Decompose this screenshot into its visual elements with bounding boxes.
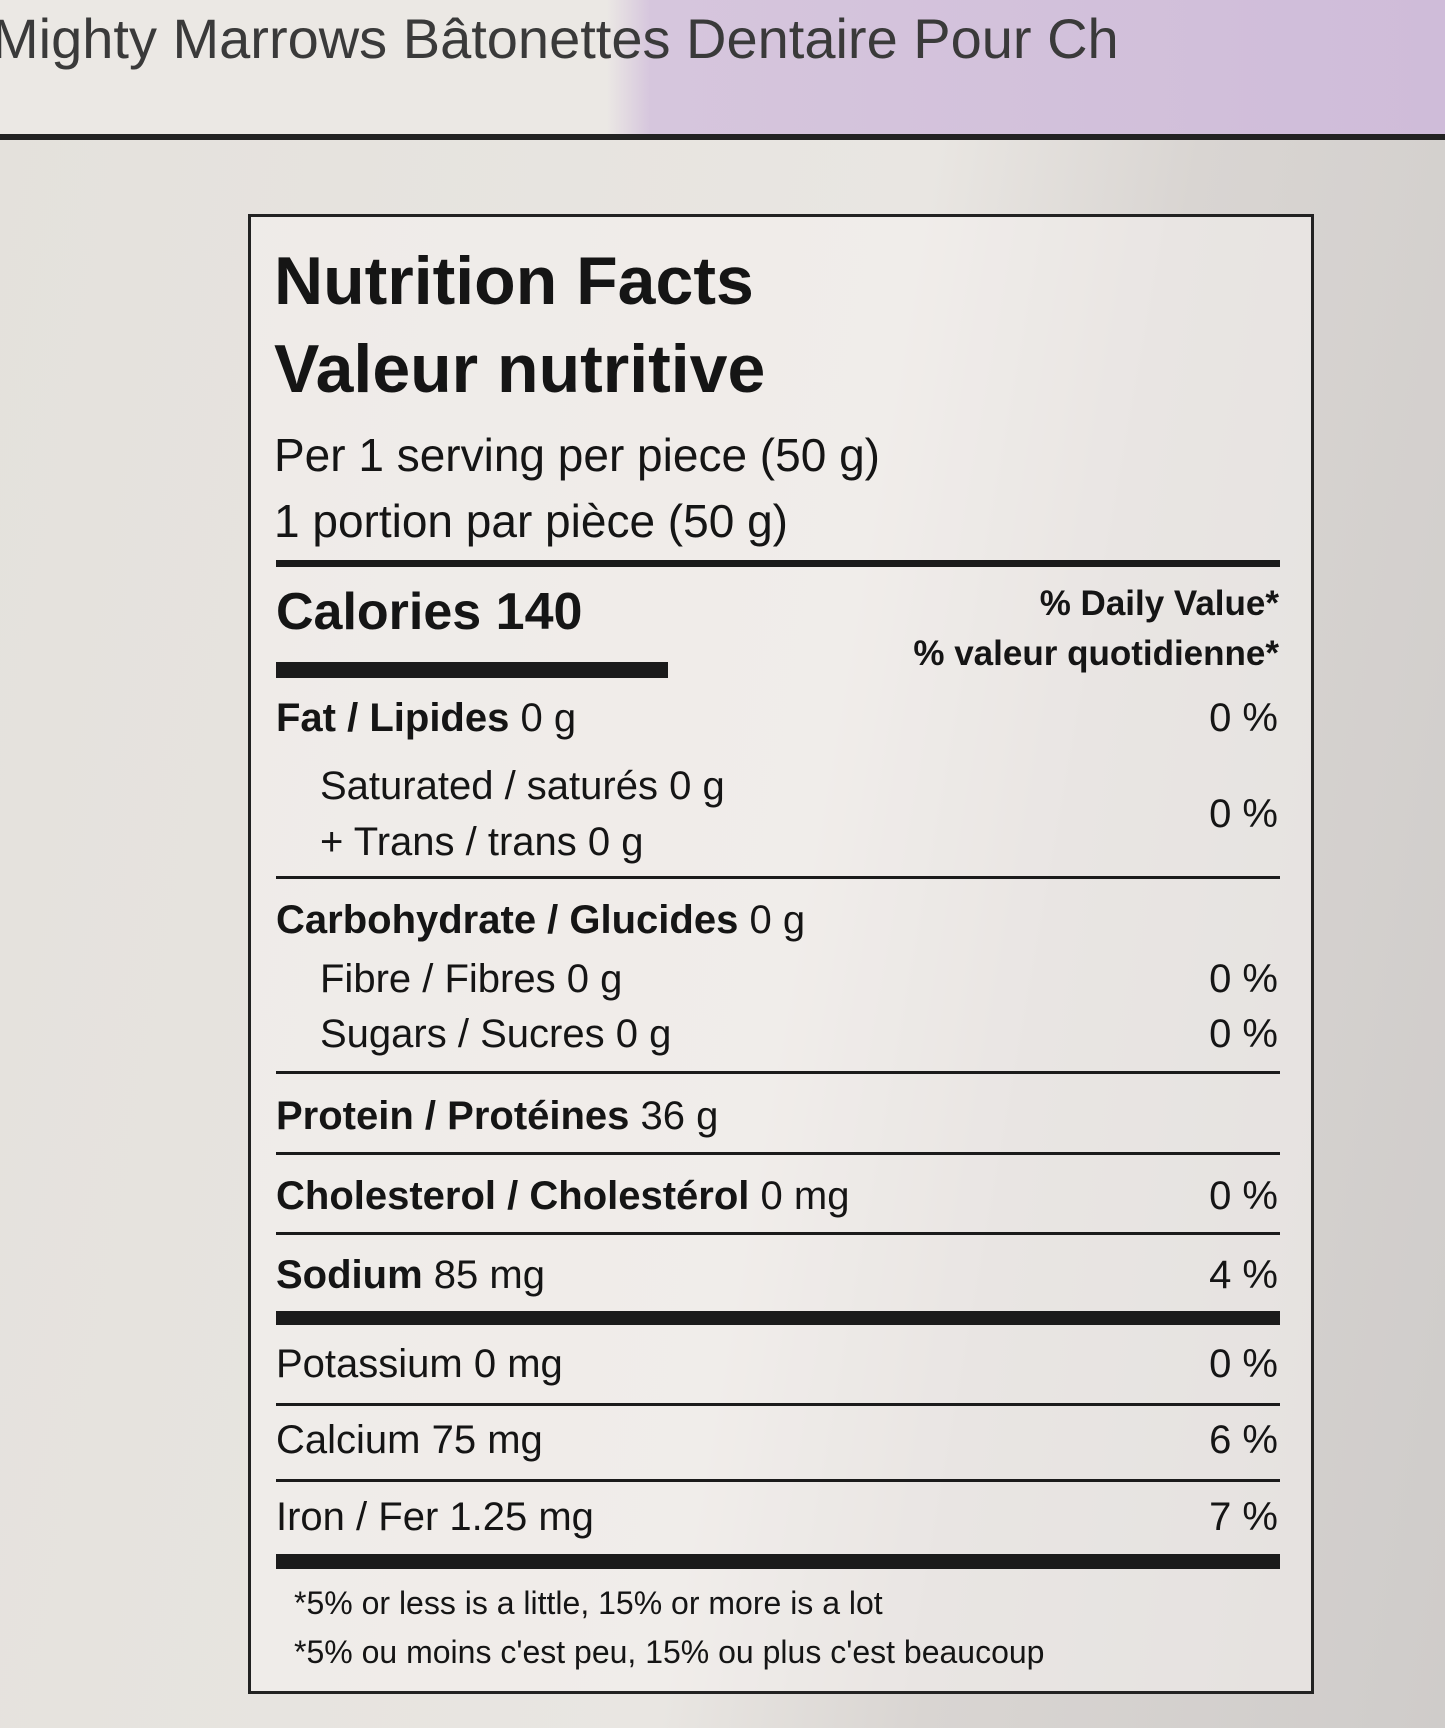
nutrient-amount: 0 mg <box>760 1174 850 1218</box>
nutrient-row: Cholesterol / Cholestérol 0 mg 0 % <box>276 1174 1278 1219</box>
nutrient-label: + Trans / trans <box>320 820 577 864</box>
footnote: *5% ou moins c'est peu, 15% ou plus c'es… <box>294 1634 1045 1670</box>
nutrient-name: Protein / Protéines 36 g <box>276 1094 718 1139</box>
title-en: Nutrition Facts <box>274 243 754 319</box>
nutrient-amount: 0 g <box>566 957 623 1001</box>
nutrient-row: Fat / Lipides 0 g 0 % <box>276 696 1278 741</box>
calories: Calories 140 <box>276 582 582 642</box>
nutrient-name: Iron / Fer 1.25 mg <box>276 1495 594 1540</box>
nutrient-amount: 0 g <box>749 898 806 942</box>
nutrient-label: Sugars / Sucres <box>320 1012 605 1056</box>
nutrient-label: Protein / Protéines <box>276 1094 630 1138</box>
calories-label: Calories <box>276 583 482 641</box>
header-band <box>0 0 1445 136</box>
product-title: Mighty Marrows Bâtonettes Dentaire Pour … <box>0 7 1119 70</box>
nutrient-amount: 1.25 mg <box>449 1495 594 1539</box>
nutrient-name: Cholesterol / Cholestérol 0 mg <box>276 1174 849 1219</box>
daily-value: 0 % <box>1209 1342 1278 1386</box>
nutrient-amount: 0 g <box>520 696 577 740</box>
rule <box>276 1071 1280 1074</box>
nutrient-name: Fibre / Fibres 0 g <box>276 957 622 1002</box>
serving: Per 1 serving per piece (50 g) <box>274 429 880 481</box>
nutrient-name: Carbohydrate / Glucides 0 g <box>276 898 805 943</box>
nutrient-amount: 0 g <box>615 1012 672 1056</box>
nutrient-row: Iron / Fer 1.25 mg 7 % <box>276 1495 1278 1540</box>
title-fr: Valeur nutritive <box>274 331 766 407</box>
nutrient-row: Calcium 75 mg 6 % <box>276 1418 1278 1463</box>
daily-value: 6 % <box>1209 1418 1278 1462</box>
sub-nutrient: Saturated / saturés 0 g <box>276 758 725 814</box>
nutrient-row: Fibre / Fibres 0 g 0 % <box>276 957 1278 1002</box>
nutrient-row: Sodium 85 mg 4 % <box>276 1253 1278 1298</box>
daily-value: 0 % <box>1209 1174 1278 1218</box>
rule <box>276 1232 1280 1235</box>
rule <box>276 1479 1280 1482</box>
nutrient-name: Calcium 75 mg <box>276 1418 543 1463</box>
dv-header: % valeur quotidienne* <box>913 634 1279 673</box>
rule <box>276 876 1280 879</box>
rule <box>276 1554 1280 1569</box>
calories-value: 140 <box>495 583 583 641</box>
nutrient-label: Cholesterol / Cholestérol <box>276 1174 750 1218</box>
nutrient-amount: 0 mg <box>473 1342 563 1386</box>
rule <box>276 1311 1280 1325</box>
footnote: *5% or less is a little, 15% or more is … <box>294 1585 883 1621</box>
nutrient-row: Protein / Protéines 36 g <box>276 1094 1278 1139</box>
nutrient-label: Fat / Lipides <box>276 696 510 740</box>
rule <box>276 1152 1280 1155</box>
daily-value: 0 % <box>1209 791 1278 836</box>
nutrient-label: Carbohydrate / Glucides <box>276 898 739 942</box>
nutrient-name: Sodium 85 mg <box>276 1253 545 1298</box>
nutrient-label: Potassium <box>276 1342 463 1386</box>
nutrient-amount: 75 mg <box>431 1418 543 1462</box>
nutrient-label: Calcium <box>276 1418 421 1462</box>
nutrient-amount: 36 g <box>640 1094 719 1138</box>
sub-nutrient: + Trans / trans 0 g <box>276 814 725 870</box>
nutrient-name: Saturated / saturés 0 g + Trans / trans 0… <box>276 758 725 870</box>
nutrient-label: Fibre / Fibres <box>320 957 556 1001</box>
nutrient-label: Sodium <box>276 1253 423 1297</box>
rule <box>276 662 668 678</box>
rule <box>276 1403 1280 1406</box>
rule <box>276 560 1280 567</box>
daily-value: 0 % <box>1209 1012 1278 1056</box>
nutrient-name: Fat / Lipides 0 g <box>276 696 576 741</box>
nutrient-row: Carbohydrate / Glucides 0 g <box>276 898 1278 943</box>
nutrient-name: Sugars / Sucres 0 g <box>276 1012 671 1057</box>
daily-value: 0 % <box>1209 696 1278 740</box>
nutrient-label: Iron / Fer <box>276 1495 439 1539</box>
nutrient-amount: 0 g <box>669 764 725 808</box>
nutrient-amount: 85 mg <box>433 1253 545 1297</box>
nutrient-label: Saturated / saturés <box>320 764 658 808</box>
daily-value: 4 % <box>1209 1253 1278 1297</box>
nutrient-row: Potassium 0 mg 0 % <box>276 1342 1278 1387</box>
dv-header: % Daily Value* <box>1039 584 1279 623</box>
divider <box>0 134 1445 140</box>
nutrition-label <box>248 214 1314 1694</box>
nutrient-row: Sugars / Sucres 0 g 0 % <box>276 1012 1278 1057</box>
nutrient-amount: 0 g <box>587 820 644 864</box>
nutrient-name: Potassium 0 mg <box>276 1342 563 1387</box>
serving: 1 portion par pièce (50 g) <box>274 495 788 547</box>
nutrient-row: Saturated / saturés 0 g + Trans / trans 0… <box>276 758 1278 870</box>
daily-value: 0 % <box>1209 957 1278 1001</box>
daily-value: 7 % <box>1209 1495 1278 1539</box>
